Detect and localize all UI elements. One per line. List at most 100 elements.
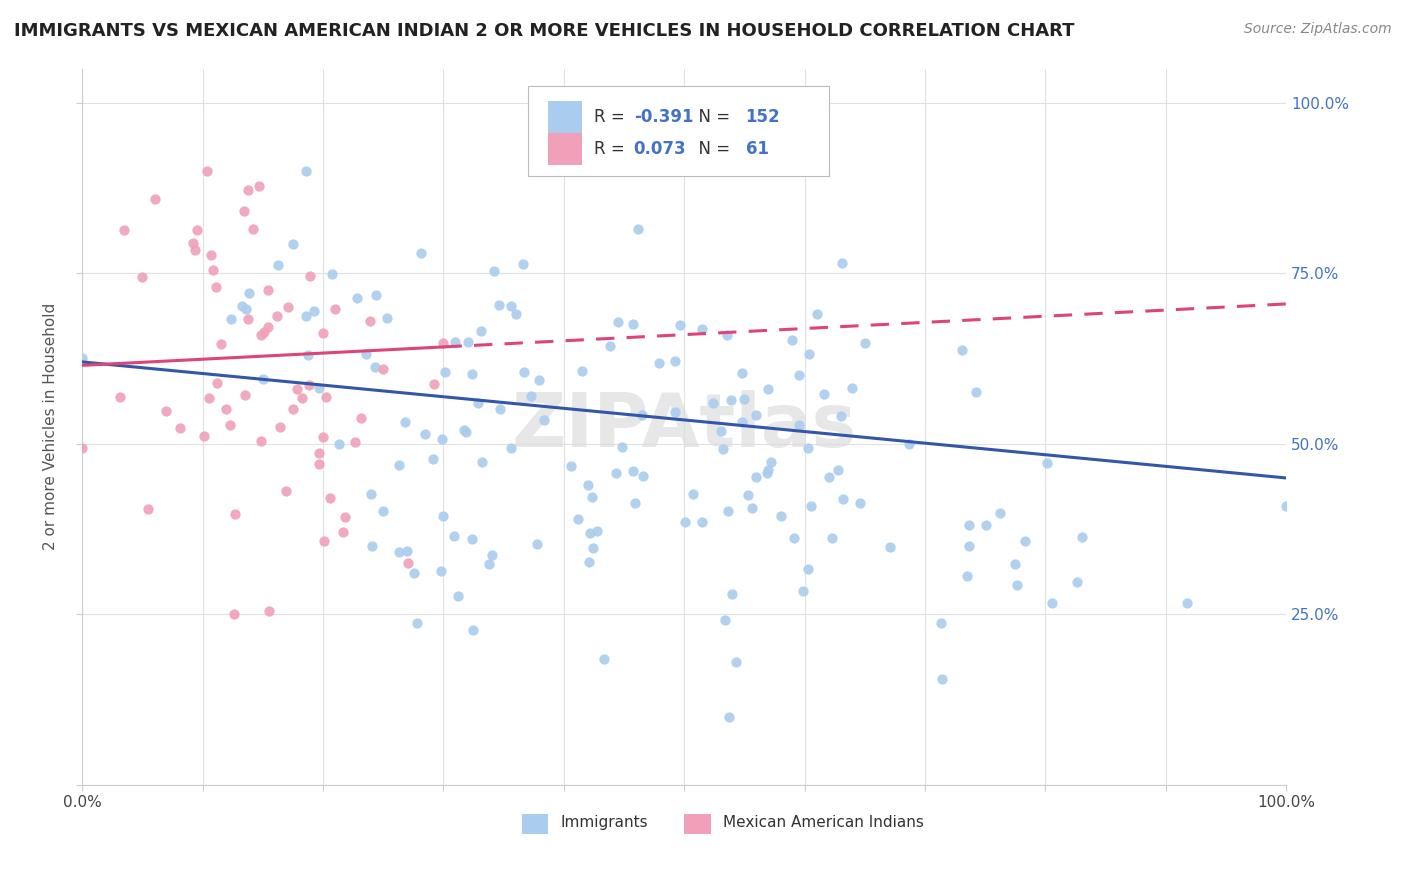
Point [1275,499,1298,513]
Point [756,463,779,477]
Point [219,311,242,326]
Point [394,415,416,429]
Point [186,223,208,237]
Point [308,382,330,396]
Point [799,347,821,361]
Point [714,613,737,627]
Point [527,373,550,387]
Point [461,624,484,638]
Point [432,336,454,351]
Point [1040,596,1063,610]
Point [314,534,336,549]
Point [711,442,734,457]
Point [405,616,427,631]
Point [205,280,228,294]
Point [143,192,166,206]
Text: R =: R = [593,140,630,158]
Point [375,311,398,326]
Point [297,348,319,362]
Point [328,437,350,451]
Point [567,511,589,525]
Point [929,615,952,630]
Point [682,487,704,501]
Point [373,361,395,376]
Text: 152: 152 [745,108,780,127]
Point [200,248,222,262]
Point [285,382,308,396]
Point [281,402,304,417]
Point [673,515,696,529]
Point [1005,578,1028,592]
Point [759,455,782,469]
Point [957,539,980,553]
Point [184,243,207,257]
Point [841,380,863,394]
Text: ZIPAtlas: ZIPAtlas [512,391,856,463]
Text: 0.073: 0.073 [634,140,686,158]
Point [344,435,367,450]
Text: Mexican American Indians: Mexican American Indians [723,815,924,830]
Point [205,376,228,390]
Point [621,317,644,331]
Text: IMMIGRANTS VS MEXICAN AMERICAN INDIAN 2 OR MORE VEHICLES IN HOUSEHOLD CORRELATIO: IMMIGRANTS VS MEXICAN AMERICAN INDIAN 2 … [14,22,1074,40]
Point [235,302,257,317]
Point [533,413,555,427]
Point [247,179,270,194]
Point [249,327,271,342]
Point [477,557,499,571]
Point [471,455,494,469]
Point [332,524,354,539]
Bar [548,133,582,165]
Point [745,470,768,484]
Point [526,536,548,550]
Point [413,427,436,442]
Point [830,409,852,423]
Point [481,549,503,563]
Point [371,503,394,517]
Point [582,541,605,555]
Point [789,418,811,433]
Point [359,314,381,328]
Point [233,388,256,402]
Point [242,222,264,236]
Point [315,390,337,404]
Point [312,430,335,444]
Point [731,415,754,429]
Point [624,496,647,510]
Point [295,309,318,323]
Point [238,286,260,301]
Point [346,291,368,305]
Point [821,531,844,545]
Point [957,517,980,532]
Bar [522,814,548,834]
Point [780,333,803,347]
Point [668,318,690,333]
Point [648,356,671,370]
Point [281,236,304,251]
Point [931,672,953,686]
Point [520,389,543,403]
Point [259,604,281,618]
Point [758,382,780,396]
Point [692,322,714,336]
Point [950,343,973,357]
Y-axis label: 2 or more Vehicles in Household: 2 or more Vehicles in Household [44,303,58,550]
Point [321,267,343,281]
FancyBboxPatch shape [527,87,828,176]
Point [710,424,733,438]
Point [974,518,997,533]
Point [298,378,321,392]
Point [501,441,523,455]
Point [988,506,1011,520]
Point [831,255,853,269]
Point [233,204,256,219]
Point [443,529,465,543]
Point [461,367,484,381]
Point [250,434,273,448]
Point [832,492,855,507]
Point [579,526,602,541]
Point [333,509,356,524]
Point [800,500,823,514]
Point [454,425,477,439]
Point [318,491,340,505]
